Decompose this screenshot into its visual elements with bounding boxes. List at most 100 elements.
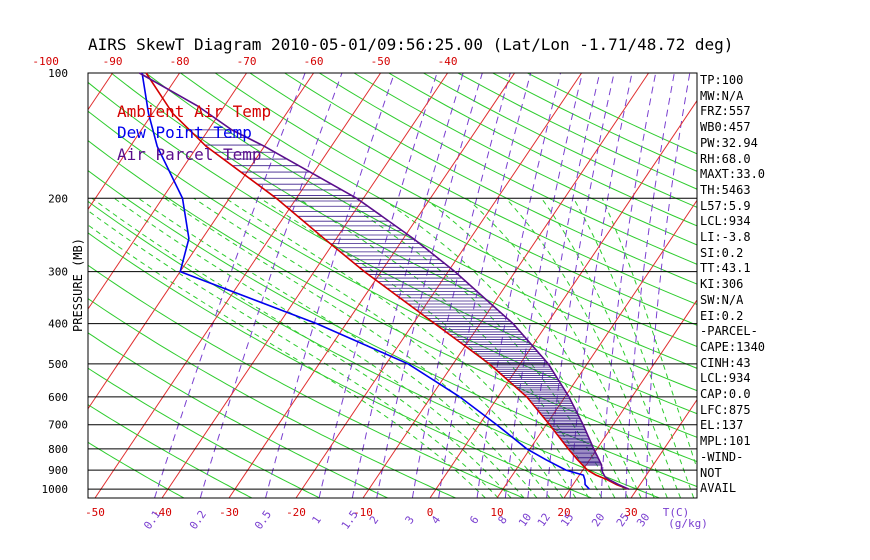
pressure-tick-label: 300	[48, 266, 68, 279]
top-temp-tick: -100	[32, 55, 59, 68]
moist-adiabat	[114, 197, 525, 498]
index-item: LI:-3.8	[700, 230, 751, 244]
pressure-tick-label: 200	[48, 192, 68, 205]
dry-adiabat	[214, 73, 697, 326]
index-item: EL:137	[700, 418, 744, 433]
index-item: LCL:934	[700, 214, 751, 229]
moist-adiabat	[601, 198, 697, 470]
index-item: MW:N/A	[700, 88, 744, 103]
index-item: AVAIL	[700, 481, 737, 496]
mixing-ratio-line	[645, 73, 691, 498]
top-temp-tick: -80	[170, 55, 190, 68]
mixing-ratio-line	[600, 73, 657, 498]
moist-adiabat	[424, 197, 642, 498]
dry-adiabat	[249, 73, 697, 305]
top-temp-tick: -90	[103, 55, 123, 68]
pressure-tick-label: 700	[48, 419, 68, 432]
mixing-ratio-line	[351, 73, 464, 498]
pressure-tick-label: 100	[48, 67, 68, 80]
pressure-tick-label: 500	[48, 358, 68, 371]
index-item: TH:5463	[700, 182, 751, 197]
isotherm	[295, 73, 583, 498]
mixing-ratio-tick: 0.5	[252, 508, 274, 532]
mixing-ratio-line	[199, 73, 343, 498]
mixing-ratio-tick: 15	[558, 511, 576, 529]
bottom-temp-tick: 0	[427, 506, 434, 519]
index-item: -WIND-	[700, 449, 744, 464]
chart-title: AIRS SkewT Diagram 2010-05-01/09:56:25.0…	[88, 35, 734, 54]
mixing-ratio-line	[625, 73, 675, 498]
pressure-tick-label: 900	[48, 464, 68, 477]
dry-adiabat	[180, 73, 697, 348]
dry-adiabat	[88, 169, 697, 488]
dry-adiabat	[88, 367, 321, 498]
dewpoint-curve	[141, 72, 590, 490]
temp-unit-label: T(C)	[663, 506, 690, 519]
index-item: TT:43.1	[700, 261, 751, 276]
bottom-temp-tick: -20	[286, 506, 306, 519]
y-axis-label: PRESSURE (MB)	[71, 238, 85, 332]
pressure-tick-label: 1000	[42, 483, 69, 496]
mixing-ratio-line	[154, 73, 306, 498]
top-temp-tick: -50	[371, 55, 391, 68]
mixing-ratio-tick: 30	[634, 511, 652, 529]
index-item: CAPE:1340	[700, 339, 766, 354]
mixing-ratio-tick: 1	[309, 514, 323, 527]
mixing-ratio-tick: 12	[535, 511, 553, 529]
bottom-temp-tick: 30	[624, 506, 637, 519]
skewt-grid	[88, 73, 697, 498]
index-item: EI:0.2	[700, 308, 744, 323]
plot-frame	[87, 72, 698, 499]
dry-adiabat	[88, 441, 185, 498]
moist-adiabat	[91, 197, 512, 498]
index-item: SW:N/A	[700, 292, 744, 307]
bottom-temp-tick: 20	[557, 506, 570, 519]
moist-adiabat	[573, 198, 695, 498]
mixing-ratio-tick: 2	[367, 514, 381, 527]
isotherm	[88, 73, 248, 310]
moist-adiabat	[88, 210, 499, 498]
isotherm	[88, 73, 181, 210]
index-item: L57:5.9	[700, 198, 751, 213]
dry-adiabat	[388, 73, 697, 227]
ambient-temp-curve	[145, 72, 630, 490]
index-item: SI:0.2	[700, 245, 744, 260]
mixing-ratio-tick: 10	[516, 511, 534, 529]
index-item: PW:32.94	[700, 135, 758, 150]
mixing-ratio-tick: 4	[429, 513, 444, 526]
bottom-temp-tick: 10	[490, 506, 503, 519]
index-item: NOT	[700, 465, 722, 480]
mixing-ratio-unit: (g/kg)	[668, 517, 708, 530]
isotherm	[88, 73, 114, 110]
index-item: RH:68.0	[700, 151, 751, 166]
dry-adiabat	[492, 73, 697, 172]
mixing-ratio-line	[476, 73, 561, 498]
dry-adiabat	[457, 73, 697, 190]
legend-dew-point-temp: Dew Point Temp	[117, 123, 252, 142]
isotherm	[429, 100, 697, 498]
bottom-temp-tick: -40	[152, 506, 172, 519]
mixing-ratio-line	[318, 73, 438, 498]
index-item: WB0:457	[700, 120, 751, 135]
top-temp-tick: -60	[304, 55, 324, 68]
isotherm	[563, 299, 697, 498]
moist-adiabat	[138, 197, 538, 498]
parcel-curve	[139, 72, 630, 490]
index-item: LCL:934	[700, 371, 751, 386]
dry-adiabat	[423, 73, 697, 208]
dry-adiabat	[319, 73, 697, 265]
pressure-tick-label: 600	[48, 391, 68, 404]
moist-adiabat	[466, 197, 655, 498]
moist-adiabat	[380, 197, 629, 498]
index-item: CINH:43	[700, 355, 751, 370]
index-item: KI:306	[700, 277, 744, 292]
moist-adiabat	[505, 197, 668, 498]
moist-adiabat	[225, 197, 577, 498]
dry-adiabat	[88, 264, 524, 498]
isotherm	[88, 73, 315, 409]
index-item: FRZ:557	[700, 104, 751, 119]
isotherm	[228, 73, 516, 498]
mixing-ratio-tick: 0.2	[187, 508, 209, 532]
top-temp-tick: -70	[237, 55, 257, 68]
top-temp-tick: -40	[438, 55, 458, 68]
